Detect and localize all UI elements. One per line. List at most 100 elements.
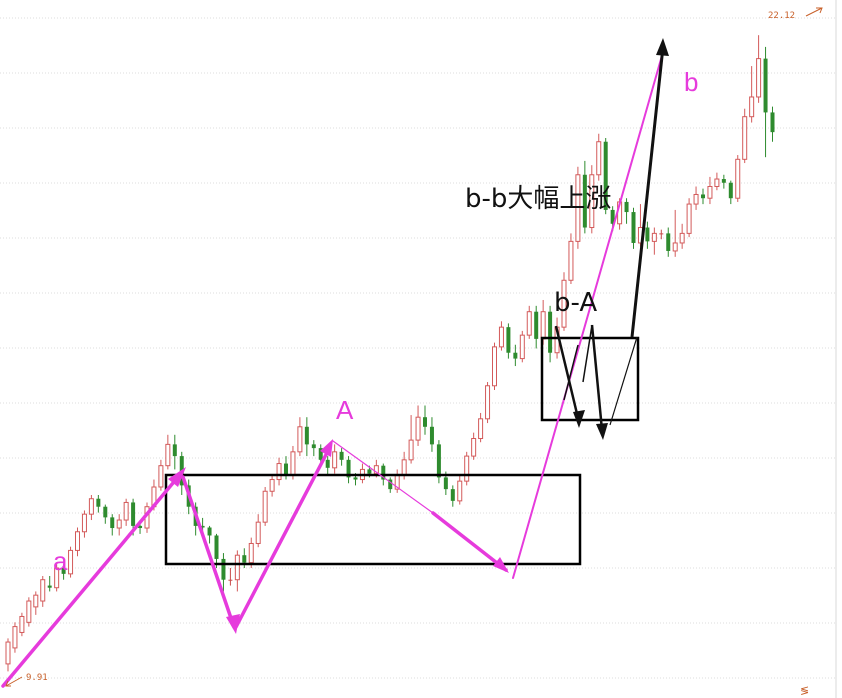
candle-body: [373, 465, 379, 475]
candle-body: [276, 463, 282, 481]
candle-body: [75, 531, 80, 551]
candle-body: [464, 455, 470, 482]
candle-body: [471, 438, 477, 457]
candle-body: [548, 311, 553, 353]
candle-body: [742, 116, 748, 160]
candle-body: [158, 465, 164, 488]
candle-body: [304, 426, 309, 445]
candle-body: [540, 311, 546, 340]
candle-body: [596, 141, 602, 176]
b-A-up-2: [582, 324, 593, 383]
candle-body: [214, 535, 219, 559]
candle-body: [415, 416, 421, 441]
candle-body: [61, 567, 66, 574]
candle-body: [666, 233, 671, 251]
candle-body: [26, 600, 32, 623]
candle-body: [714, 178, 720, 187]
candle-body: [672, 242, 678, 252]
candle-body: [123, 501, 129, 521]
candle-body: [284, 463, 288, 476]
candle-body: [721, 179, 726, 183]
candle-body: [478, 418, 484, 440]
wave-up-2: [234, 445, 332, 629]
candle-body: [506, 327, 511, 353]
candle-body: [513, 352, 518, 359]
candle-body: [346, 459, 351, 478]
pink-wave-lines: [1, 51, 664, 688]
candle-body: [228, 579, 233, 581]
wave-label-a: a: [53, 546, 68, 576]
candle-body: [367, 469, 372, 474]
candle-body: [242, 555, 247, 563]
candle-body: [68, 549, 74, 575]
b-A-down-1-head: [573, 410, 585, 428]
candle-body: [318, 448, 323, 460]
black-arrows: [554, 38, 669, 440]
price-gridlines: [0, 17, 836, 679]
candle-body: [290, 451, 296, 476]
candle-body: [116, 519, 122, 529]
candle-body: [492, 346, 497, 387]
candle-body: [353, 477, 358, 480]
candle-body: [401, 459, 407, 476]
candle-body: [679, 232, 685, 244]
candle-body: [498, 326, 504, 348]
candle-body: [624, 201, 629, 213]
wave-A-down: [332, 440, 434, 514]
candle-body: [200, 525, 205, 528]
corner-icon: ≶: [800, 684, 809, 697]
candle-body: [589, 174, 595, 229]
candle-body: [582, 174, 587, 228]
candle-body: [255, 521, 261, 544]
wave-a-line: [1, 475, 180, 688]
candle-body: [645, 227, 650, 242]
candle-body: [686, 203, 692, 234]
candle-body: [526, 311, 532, 336]
candle-body: [631, 212, 636, 243]
candle-body: [207, 527, 212, 536]
candle-body: [110, 517, 115, 529]
candle-body: [234, 554, 240, 581]
candle-body: [701, 194, 705, 199]
wave-label-b-A: b-A: [554, 288, 597, 318]
candle-body: [423, 417, 427, 427]
b-A-up-line: [609, 336, 638, 426]
candle-body: [457, 480, 463, 502]
wave-label-b-b: b-b大幅上涨: [465, 184, 611, 214]
wave-label-b: b: [684, 67, 698, 97]
candle-body: [575, 174, 581, 242]
candle-body: [561, 279, 567, 328]
candle-body: [728, 182, 733, 199]
candle-body: [707, 185, 713, 199]
candle-body: [19, 615, 25, 633]
pink-arrowheads: [168, 439, 509, 634]
candle-body: [693, 193, 699, 205]
candle-body: [311, 444, 316, 449]
candle-body: [568, 240, 574, 281]
candle-body: [325, 459, 330, 468]
candle-body: [33, 594, 39, 608]
b-b-arrow-line: [630, 46, 665, 338]
candle-body: [436, 444, 441, 478]
candle-body: [47, 585, 52, 588]
high-marker-arrow: [805, 7, 823, 17]
candle-body: [610, 209, 615, 224]
candle-body: [519, 334, 525, 360]
candle-body: [40, 579, 46, 602]
wave-down-3: [431, 511, 508, 572]
candle-body: [131, 502, 136, 526]
arrowhead-up-2: [320, 439, 333, 457]
high-price-label: 22.12: [768, 11, 795, 21]
candle-body: [5, 641, 11, 665]
candle-body: [248, 542, 254, 564]
b-A-down-1: [554, 325, 580, 419]
candle-body: [221, 558, 226, 580]
candle-body: [12, 626, 18, 649]
candle-body: [429, 426, 434, 445]
b-A-down-2-head: [596, 423, 608, 440]
candle-body: [332, 451, 338, 469]
b-A-up-1: [563, 344, 579, 401]
candle-body: [165, 443, 171, 467]
b-A-down-2: [590, 324, 604, 431]
